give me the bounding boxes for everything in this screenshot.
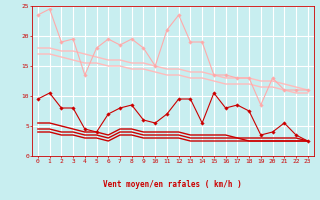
X-axis label: Vent moyen/en rafales ( km/h ): Vent moyen/en rafales ( km/h ) (103, 180, 242, 189)
